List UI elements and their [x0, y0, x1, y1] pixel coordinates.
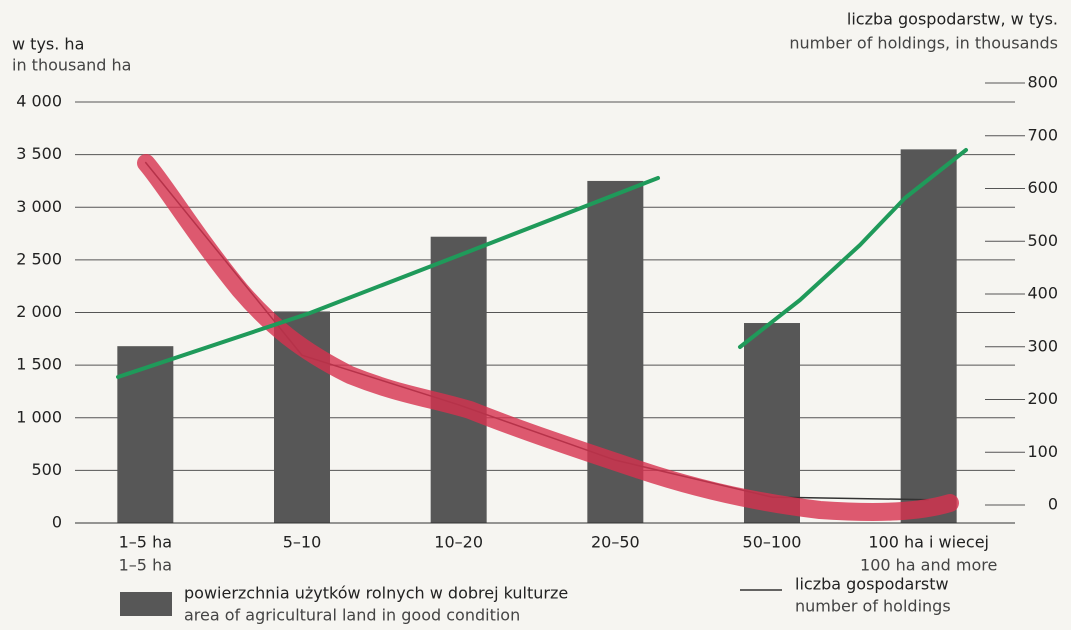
x-tick-label: 5–10	[283, 533, 322, 552]
bar	[430, 236, 487, 523]
legend-label: liczba gospodarstw	[795, 575, 949, 594]
y-tick-label: 0	[52, 513, 62, 532]
y2-tick-label: 700	[1027, 125, 1058, 144]
y-tick-label: 500	[31, 460, 62, 479]
y2-tick-label: 200	[1027, 389, 1058, 408]
y2-axis-label-en: number of holdings, in thousands	[789, 34, 1058, 53]
x-tick-label: 100 ha i wiecej	[868, 533, 989, 552]
green-marker	[116, 176, 660, 379]
y2-tick-label: 100	[1027, 442, 1058, 461]
x-tick-label: 1–5 ha	[119, 533, 172, 552]
green-marker	[738, 148, 968, 349]
y2-tick-label: 800	[1027, 73, 1058, 92]
legend-label-en: number of holdings	[795, 597, 951, 616]
x-tick-label-en: 100 ha and more	[860, 556, 997, 575]
x-tick-label: 50–100	[743, 533, 802, 552]
y-tick-label: 1 500	[16, 355, 62, 374]
legend-swatch	[120, 592, 172, 616]
plot	[75, 82, 1025, 524]
bar	[900, 149, 957, 524]
y2-axis-label: liczba gospodarstw, w tys.	[847, 10, 1058, 29]
y-axis-label-en: in thousand ha	[12, 56, 131, 75]
y2-tick-label: 600	[1027, 178, 1058, 197]
y-tick-label: 4 000	[16, 92, 62, 111]
x-tick-label: 20–50	[591, 533, 640, 552]
y2-tick-label: 400	[1027, 284, 1058, 303]
legend-label-en: area of agricultural land in good condit…	[184, 606, 520, 625]
legend-label: powierzchnia użytków rolnych w dobrej ku…	[184, 584, 568, 603]
y2-tick-label: 500	[1027, 231, 1058, 250]
y-tick-label: 2 000	[16, 302, 62, 321]
y-tick-label: 1 000	[16, 407, 62, 426]
y-tick-label: 3 000	[16, 197, 62, 216]
y-axis-label: w tys. ha	[12, 35, 84, 54]
y2-tick-label: 0	[1048, 495, 1058, 514]
red-marker	[137, 154, 959, 521]
y-tick-label: 2 500	[16, 249, 62, 268]
y2-tick-label: 300	[1027, 336, 1058, 355]
bar	[744, 323, 800, 523]
y-tick-label: 3 500	[16, 144, 62, 163]
x-tick-label-en: 1–5 ha	[119, 556, 172, 575]
line	[144, 161, 929, 501]
x-tick-label: 10–20	[434, 533, 483, 552]
hand-annotations	[116, 148, 968, 521]
